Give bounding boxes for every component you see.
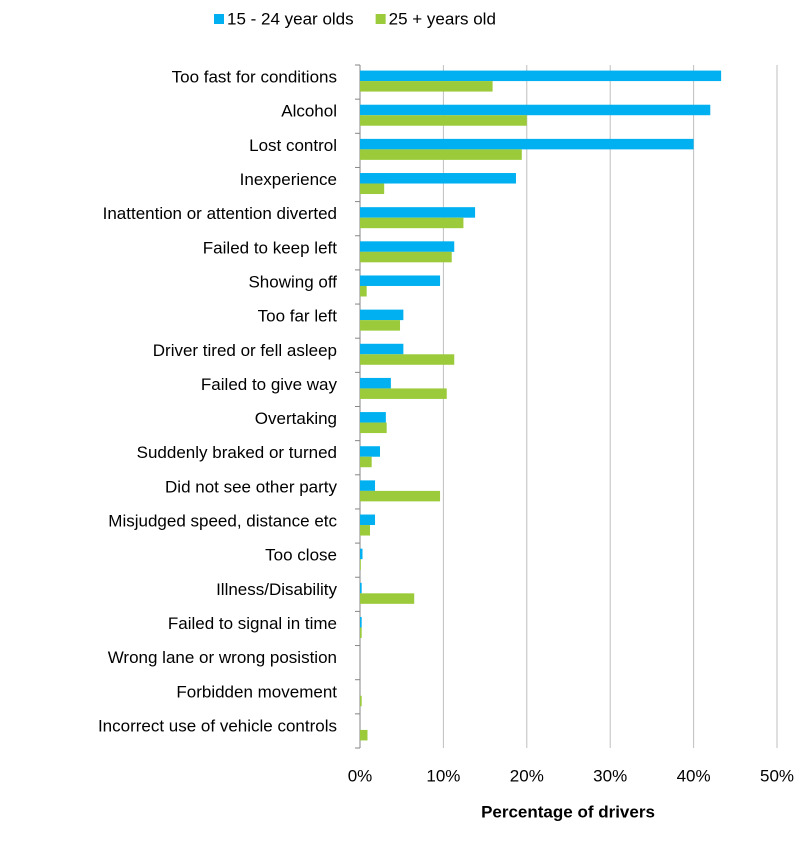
bar bbox=[360, 81, 493, 92]
bar bbox=[360, 582, 362, 594]
y-tick-label: Driver tired or fell asleep bbox=[153, 341, 337, 360]
bar bbox=[360, 446, 381, 457]
bar bbox=[360, 241, 455, 252]
x-axis-title: Percentage of drivers bbox=[481, 802, 655, 821]
bar bbox=[360, 422, 387, 434]
bar bbox=[360, 207, 476, 218]
y-tick-label: Inexperience bbox=[240, 170, 337, 189]
bar bbox=[360, 616, 362, 628]
bar bbox=[360, 343, 404, 355]
bar bbox=[360, 388, 447, 399]
y-tick-label: Failed to keep left bbox=[203, 238, 337, 257]
bar bbox=[360, 627, 362, 638]
bar bbox=[360, 548, 363, 560]
bar bbox=[360, 183, 385, 195]
y-tick-label: Too close bbox=[265, 546, 337, 565]
bar bbox=[360, 285, 367, 297]
x-tick-label: 0% bbox=[348, 766, 373, 785]
bar bbox=[360, 354, 455, 365]
x-tick-label: 20% bbox=[510, 766, 544, 785]
bar bbox=[360, 514, 376, 526]
y-tick-label: Inattention or attention diverted bbox=[103, 204, 337, 223]
x-tick-label: 10% bbox=[426, 766, 460, 785]
bar bbox=[360, 377, 391, 389]
bar bbox=[360, 456, 372, 468]
legend-label: 25 + years old bbox=[389, 9, 496, 28]
y-tick-label: Suddenly braked or turned bbox=[137, 443, 337, 462]
bar bbox=[360, 275, 441, 286]
bar bbox=[360, 104, 711, 116]
x-tick-label: 50% bbox=[760, 766, 794, 785]
y-tick-label: Alcohol bbox=[281, 102, 337, 121]
bar bbox=[360, 70, 722, 82]
y-tick-label: Lost control bbox=[249, 136, 337, 155]
bar bbox=[360, 480, 376, 491]
bar bbox=[360, 593, 415, 604]
y-tick-label: Too fast for conditions bbox=[172, 68, 337, 87]
y-tick-label: Incorrect use of vehicle controls bbox=[98, 716, 337, 735]
y-tick-label: Wrong lane or wrong posistion bbox=[108, 648, 337, 667]
y-tick-label: Misjudged speed, distance etc bbox=[108, 512, 337, 531]
y-tick-label: Failed to signal in time bbox=[168, 614, 337, 633]
y-tick-label: Showing off bbox=[248, 272, 337, 291]
bar bbox=[360, 149, 522, 160]
bar bbox=[360, 115, 527, 126]
y-tick-label: Too far left bbox=[258, 307, 338, 326]
y-tick-label: Illness/Disability bbox=[216, 580, 337, 599]
legend-label: 15 - 24 year olds bbox=[227, 9, 354, 28]
bar bbox=[360, 490, 441, 502]
x-tick-label: 30% bbox=[593, 766, 627, 785]
bar bbox=[360, 525, 371, 536]
bar bbox=[360, 412, 386, 423]
y-tick-label: Did not see other party bbox=[165, 477, 337, 496]
bar bbox=[360, 138, 694, 150]
y-tick-label: Forbidden movement bbox=[176, 682, 337, 701]
y-tick-label: Overtaking bbox=[255, 409, 337, 428]
legend-swatch bbox=[375, 14, 386, 24]
y-tick-label: Failed to give way bbox=[201, 375, 338, 394]
bar bbox=[360, 173, 516, 184]
bar bbox=[360, 217, 464, 229]
legend-swatch bbox=[214, 14, 224, 24]
bar bbox=[360, 320, 401, 331]
bar bbox=[360, 251, 452, 263]
bar bbox=[360, 695, 362, 707]
bar bbox=[360, 309, 404, 321]
bar bbox=[360, 729, 368, 741]
bar bbox=[360, 559, 361, 570]
x-tick-label: 40% bbox=[677, 766, 711, 785]
